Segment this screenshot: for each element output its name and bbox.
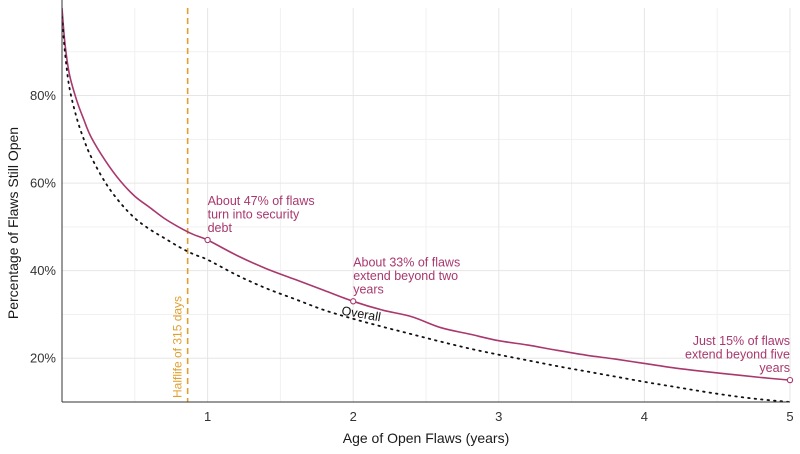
x-tick-label: 4 bbox=[641, 409, 648, 424]
y-tick-label: 80% bbox=[30, 88, 56, 103]
x-tick-label: 5 bbox=[786, 409, 793, 424]
x-tick-label: 3 bbox=[495, 409, 502, 424]
x-axis-title: Age of Open Flaws (years) bbox=[343, 430, 510, 446]
annotation-label: About 47% of flaws turn into security debt bbox=[208, 194, 315, 235]
major-gridlines bbox=[62, 8, 791, 402]
x-tick-label: 2 bbox=[350, 409, 357, 424]
annotation-line: About 33% of flaws bbox=[353, 255, 460, 269]
axis-layer: 1 2 3 4 5 20% 40% 60% 80% bbox=[30, 0, 794, 424]
annotation-line: debt bbox=[208, 221, 233, 235]
x-tick-label: 1 bbox=[204, 409, 211, 424]
annotation-layer: About 47% of flaws turn into security debt… bbox=[204, 194, 794, 384]
overall-series-label: Overall bbox=[340, 304, 381, 325]
y-tick-label: 20% bbox=[30, 351, 56, 366]
y-axis-title: Percentage of Flaws Still Open bbox=[5, 127, 21, 319]
annotation-marker bbox=[350, 298, 357, 305]
annotation-line: extend beyond two bbox=[353, 269, 458, 283]
y-tick-label: 40% bbox=[30, 263, 56, 278]
annotation-marker bbox=[204, 236, 211, 244]
halflife-layer: Halflife of 315 days bbox=[171, 8, 189, 402]
annotation-line: turn into security bbox=[208, 208, 300, 222]
annotation-line: Just 15% of flaws bbox=[693, 334, 790, 348]
annotation-marker bbox=[786, 376, 794, 384]
annotation-line: years bbox=[759, 361, 790, 375]
annotation-label: About 33% of flaws extend beyond two years bbox=[353, 255, 460, 296]
annotation-label: Just 15% of flaws extend beyond five years bbox=[685, 334, 790, 375]
annotation-line: years bbox=[353, 282, 384, 296]
annotation-line: extend beyond five bbox=[685, 348, 790, 362]
series-layer bbox=[62, 7, 791, 402]
open-flaws-series-line bbox=[62, 7, 791, 381]
y-tick-label: 60% bbox=[30, 176, 56, 191]
halflife-label: Halflife of 315 days bbox=[171, 296, 185, 398]
overall-series-line bbox=[62, 15, 791, 402]
annotation-line: About 47% of flaws bbox=[208, 194, 315, 208]
